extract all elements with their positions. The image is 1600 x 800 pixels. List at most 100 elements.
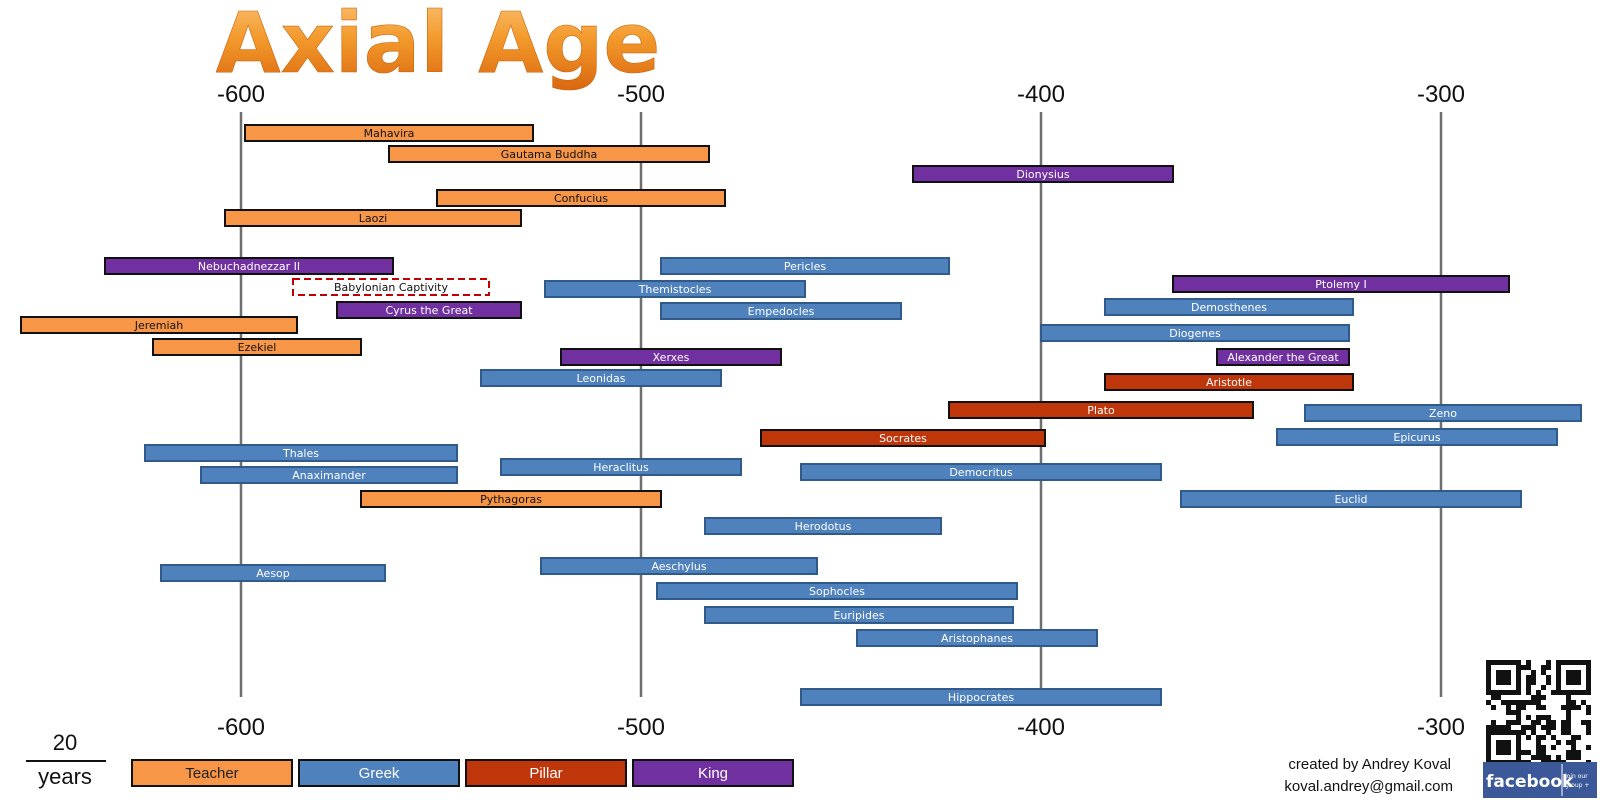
bar-rect xyxy=(856,629,1098,647)
qr-module xyxy=(1586,685,1591,690)
qr-module xyxy=(1511,690,1516,695)
qr-module xyxy=(1501,660,1506,665)
qr-module xyxy=(1561,730,1566,735)
qr-module xyxy=(1486,665,1491,670)
bar-label: Diogenes xyxy=(1169,327,1221,340)
qr-code-icon xyxy=(1484,658,1593,767)
qr-module xyxy=(1501,670,1506,675)
bar-label: Heraclitus xyxy=(593,461,649,474)
qr-module xyxy=(1516,750,1521,755)
qr-module xyxy=(1511,700,1516,705)
qr-module xyxy=(1571,745,1576,750)
top-tick-label: -400 xyxy=(1017,81,1065,108)
qr-module xyxy=(1491,725,1496,730)
bar-plato: Plato xyxy=(948,401,1254,419)
bar-rect xyxy=(948,401,1254,419)
qr-module xyxy=(1566,700,1571,705)
qr-module xyxy=(1526,715,1531,720)
bar-pericles: Pericles xyxy=(660,257,950,275)
bar-alexander-the-great: Alexander the Great xyxy=(1216,348,1350,366)
bar-rect xyxy=(336,301,522,319)
qr-module xyxy=(1531,675,1536,680)
qr-module xyxy=(1581,720,1586,725)
qr-module xyxy=(1536,715,1541,720)
qr-module xyxy=(1551,725,1556,730)
qr-module xyxy=(1556,675,1561,680)
qr-module xyxy=(1506,680,1511,685)
bar-euclid: Euclid xyxy=(1180,490,1522,508)
qr-module xyxy=(1541,670,1546,675)
qr-module xyxy=(1501,750,1506,755)
qr-module xyxy=(1571,670,1576,675)
facebook-badge[interactable]: facebook join our group + xyxy=(1483,762,1597,798)
qr-module xyxy=(1516,675,1521,680)
qr-module xyxy=(1526,735,1531,740)
bar-rect xyxy=(540,557,818,575)
bar-label: Ezekiel xyxy=(238,341,277,354)
legend-label: King xyxy=(698,765,728,782)
credit-author: created by Andrey Koval xyxy=(1288,756,1451,773)
bar-dionysius: Dionysius xyxy=(912,165,1174,183)
qr-module xyxy=(1586,730,1591,735)
facebook-group-text: group + xyxy=(1565,782,1589,789)
qr-module xyxy=(1511,660,1516,665)
legend-swatch xyxy=(465,759,627,787)
legend-item-king: King xyxy=(632,759,794,787)
qr-module xyxy=(1546,715,1551,720)
qr-module xyxy=(1516,745,1521,750)
bar-demosthenes: Demosthenes xyxy=(1104,298,1354,316)
bar-label: Euclid xyxy=(1334,493,1367,506)
qr-module xyxy=(1506,705,1511,710)
qr-module xyxy=(1586,720,1591,725)
qr-module xyxy=(1576,680,1581,685)
bar-anaximander: Anaximander xyxy=(200,466,458,484)
bar-pythagoras: Pythagoras xyxy=(360,490,662,508)
qr-module xyxy=(1566,750,1571,755)
qr-module xyxy=(1486,730,1491,735)
qr-module xyxy=(1566,730,1571,735)
qr-module xyxy=(1546,675,1551,680)
qr-module xyxy=(1541,725,1546,730)
top-axis-ticks: -600 -500 -400 -300 xyxy=(217,81,1465,108)
bar-rect xyxy=(480,369,722,387)
qr-module xyxy=(1516,665,1521,670)
bar-rect xyxy=(660,257,950,275)
facebook-badge-bg xyxy=(1483,762,1597,798)
qr-module xyxy=(1486,725,1491,730)
qr-module xyxy=(1531,720,1536,725)
qr-module xyxy=(1556,665,1561,670)
bar-label: Aristophanes xyxy=(941,632,1013,645)
bar-xerxes: Xerxes xyxy=(560,348,782,366)
qr-module xyxy=(1541,695,1546,700)
bar-rect xyxy=(244,124,534,142)
qr-module xyxy=(1506,720,1511,725)
qr-module xyxy=(1486,735,1491,740)
legend-item-greek: Greek xyxy=(298,759,460,787)
qr-module xyxy=(1546,720,1551,725)
qr-module xyxy=(1506,745,1511,750)
qr-module xyxy=(1536,750,1541,755)
qr-module xyxy=(1566,705,1571,710)
qr-module xyxy=(1486,690,1491,695)
bar-label: Alexander the Great xyxy=(1227,351,1339,364)
qr-module xyxy=(1501,700,1506,705)
credit-block: created by Andrey Koval koval.andrey@gma… xyxy=(1284,756,1453,795)
qr-module xyxy=(1566,670,1571,675)
bar-rect xyxy=(1216,348,1350,366)
qr-module xyxy=(1566,755,1571,760)
qr-module xyxy=(1566,680,1571,685)
qr-module xyxy=(1501,680,1506,685)
qr-module xyxy=(1586,680,1591,685)
scale-indicator: 20 years xyxy=(26,730,106,789)
bar-label: Epicurus xyxy=(1393,431,1441,444)
qr-module xyxy=(1491,730,1496,735)
bar-mahavira: Mahavira xyxy=(244,124,534,142)
qr-module xyxy=(1496,725,1501,730)
bar-label: Dionysius xyxy=(1016,168,1069,181)
bar-label: Aeschylus xyxy=(651,560,706,573)
bar-label: Leonidas xyxy=(577,372,626,385)
qr-module xyxy=(1511,720,1516,725)
qr-module xyxy=(1536,755,1541,760)
qr-module xyxy=(1486,755,1491,760)
bar-rect xyxy=(1104,373,1354,391)
